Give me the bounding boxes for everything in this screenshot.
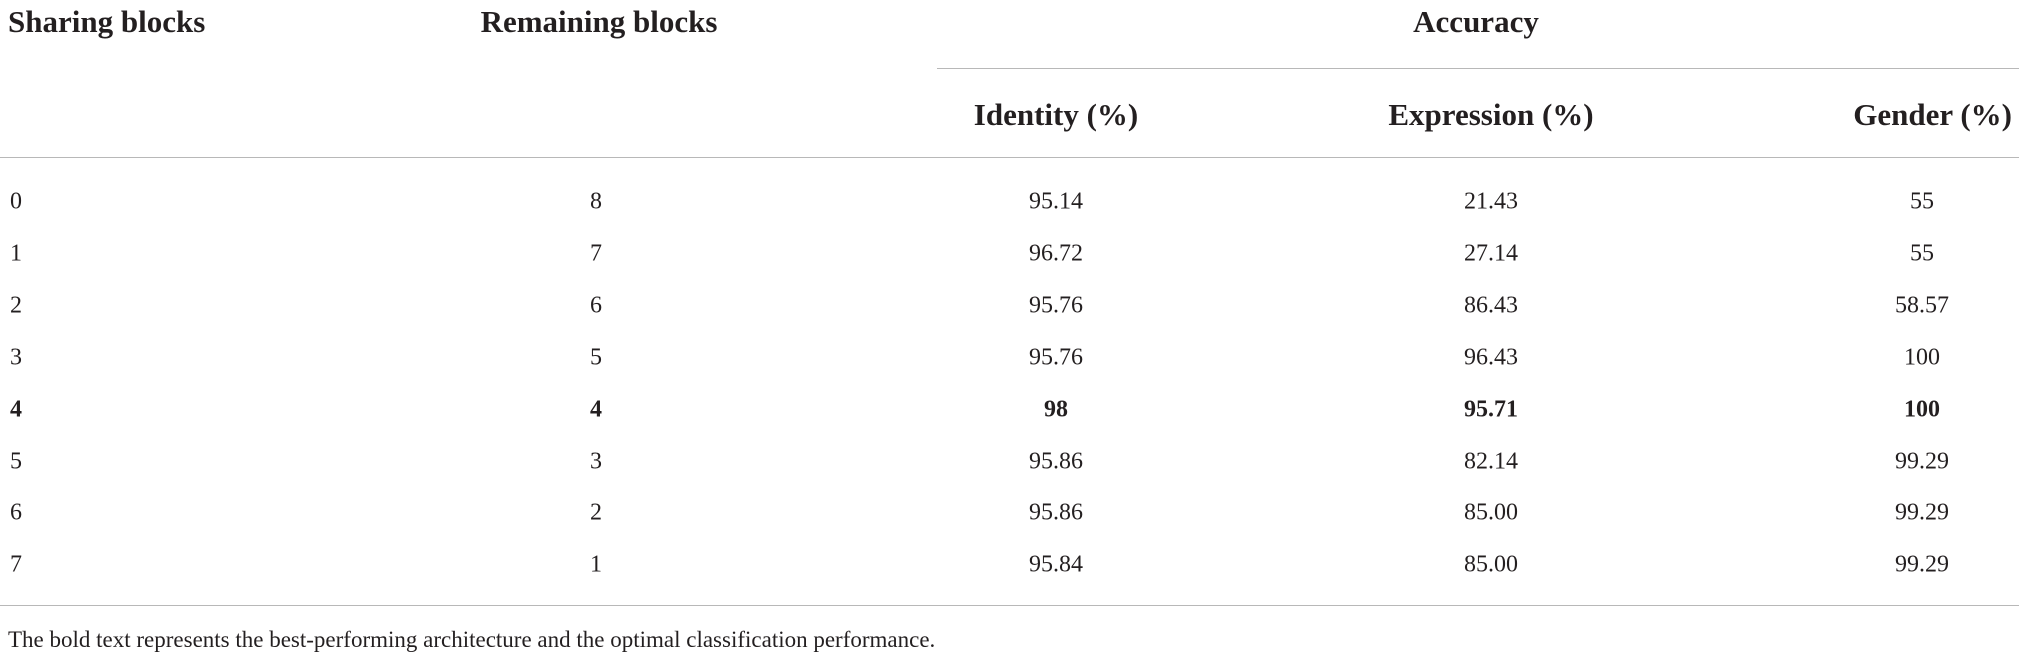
rule <box>937 68 2019 69</box>
cell: 95.14 <box>1029 188 1083 215</box>
subheader-cell: Expression (%) <box>1388 97 1594 132</box>
cell: 99.29 <box>1895 448 1949 474</box>
cell: 96.43 <box>1464 344 1518 371</box>
cell: 85.00 <box>1464 551 1518 578</box>
cell: 6 <box>10 499 22 526</box>
cell: 5 <box>10 448 22 474</box>
cell: 95.71 <box>1464 396 1518 423</box>
cell: 8 <box>590 188 602 215</box>
cell: 82.14 <box>1464 448 1518 474</box>
cell: 55 <box>1910 188 1934 215</box>
cell: 2 <box>590 499 602 526</box>
rule <box>0 157 2019 158</box>
rule <box>0 605 2019 606</box>
cell: 99.29 <box>1895 499 1949 526</box>
cell: 1 <box>10 240 22 267</box>
header-cell: Accuracy <box>1413 4 1539 39</box>
cell: 95.84 <box>1029 551 1083 578</box>
cell: 95.86 <box>1029 448 1083 474</box>
cell: 96.72 <box>1029 240 1083 267</box>
cell: 4 <box>590 396 602 423</box>
cell: 55 <box>1910 240 1934 267</box>
cell: 0 <box>10 188 22 215</box>
cell: 7 <box>590 240 602 267</box>
cell: 7 <box>10 551 22 578</box>
cell: 5 <box>590 344 602 371</box>
cell: 6 <box>590 292 602 319</box>
cell: 58.57 <box>1895 292 1949 319</box>
header-cell: Sharing blocks <box>8 4 206 39</box>
cell: 95.86 <box>1029 499 1083 526</box>
cell: 3 <box>10 344 22 371</box>
cell: 1 <box>590 551 602 578</box>
cell: 21.43 <box>1464 188 1518 215</box>
cell: 4 <box>10 396 22 423</box>
cell: 86.43 <box>1464 292 1518 319</box>
cell: 2 <box>10 292 22 319</box>
cell: 100 <box>1904 344 1940 371</box>
cell: 95.76 <box>1029 344 1083 371</box>
header-cell: Remaining blocks <box>480 4 718 39</box>
subheader-cell: Gender (%) <box>1853 97 2012 132</box>
subheader-cell: Identity (%) <box>973 97 1139 132</box>
cell: 3 <box>590 448 602 474</box>
cell: 95.76 <box>1029 292 1083 319</box>
cell: 27.14 <box>1464 240 1518 267</box>
cell: 99.29 <box>1895 551 1949 578</box>
cell: 85.00 <box>1464 499 1518 526</box>
cell: 98 <box>1044 396 1068 423</box>
cell: 100 <box>1904 396 1940 423</box>
footnote: The bold text represents the best-perfor… <box>8 627 936 652</box>
